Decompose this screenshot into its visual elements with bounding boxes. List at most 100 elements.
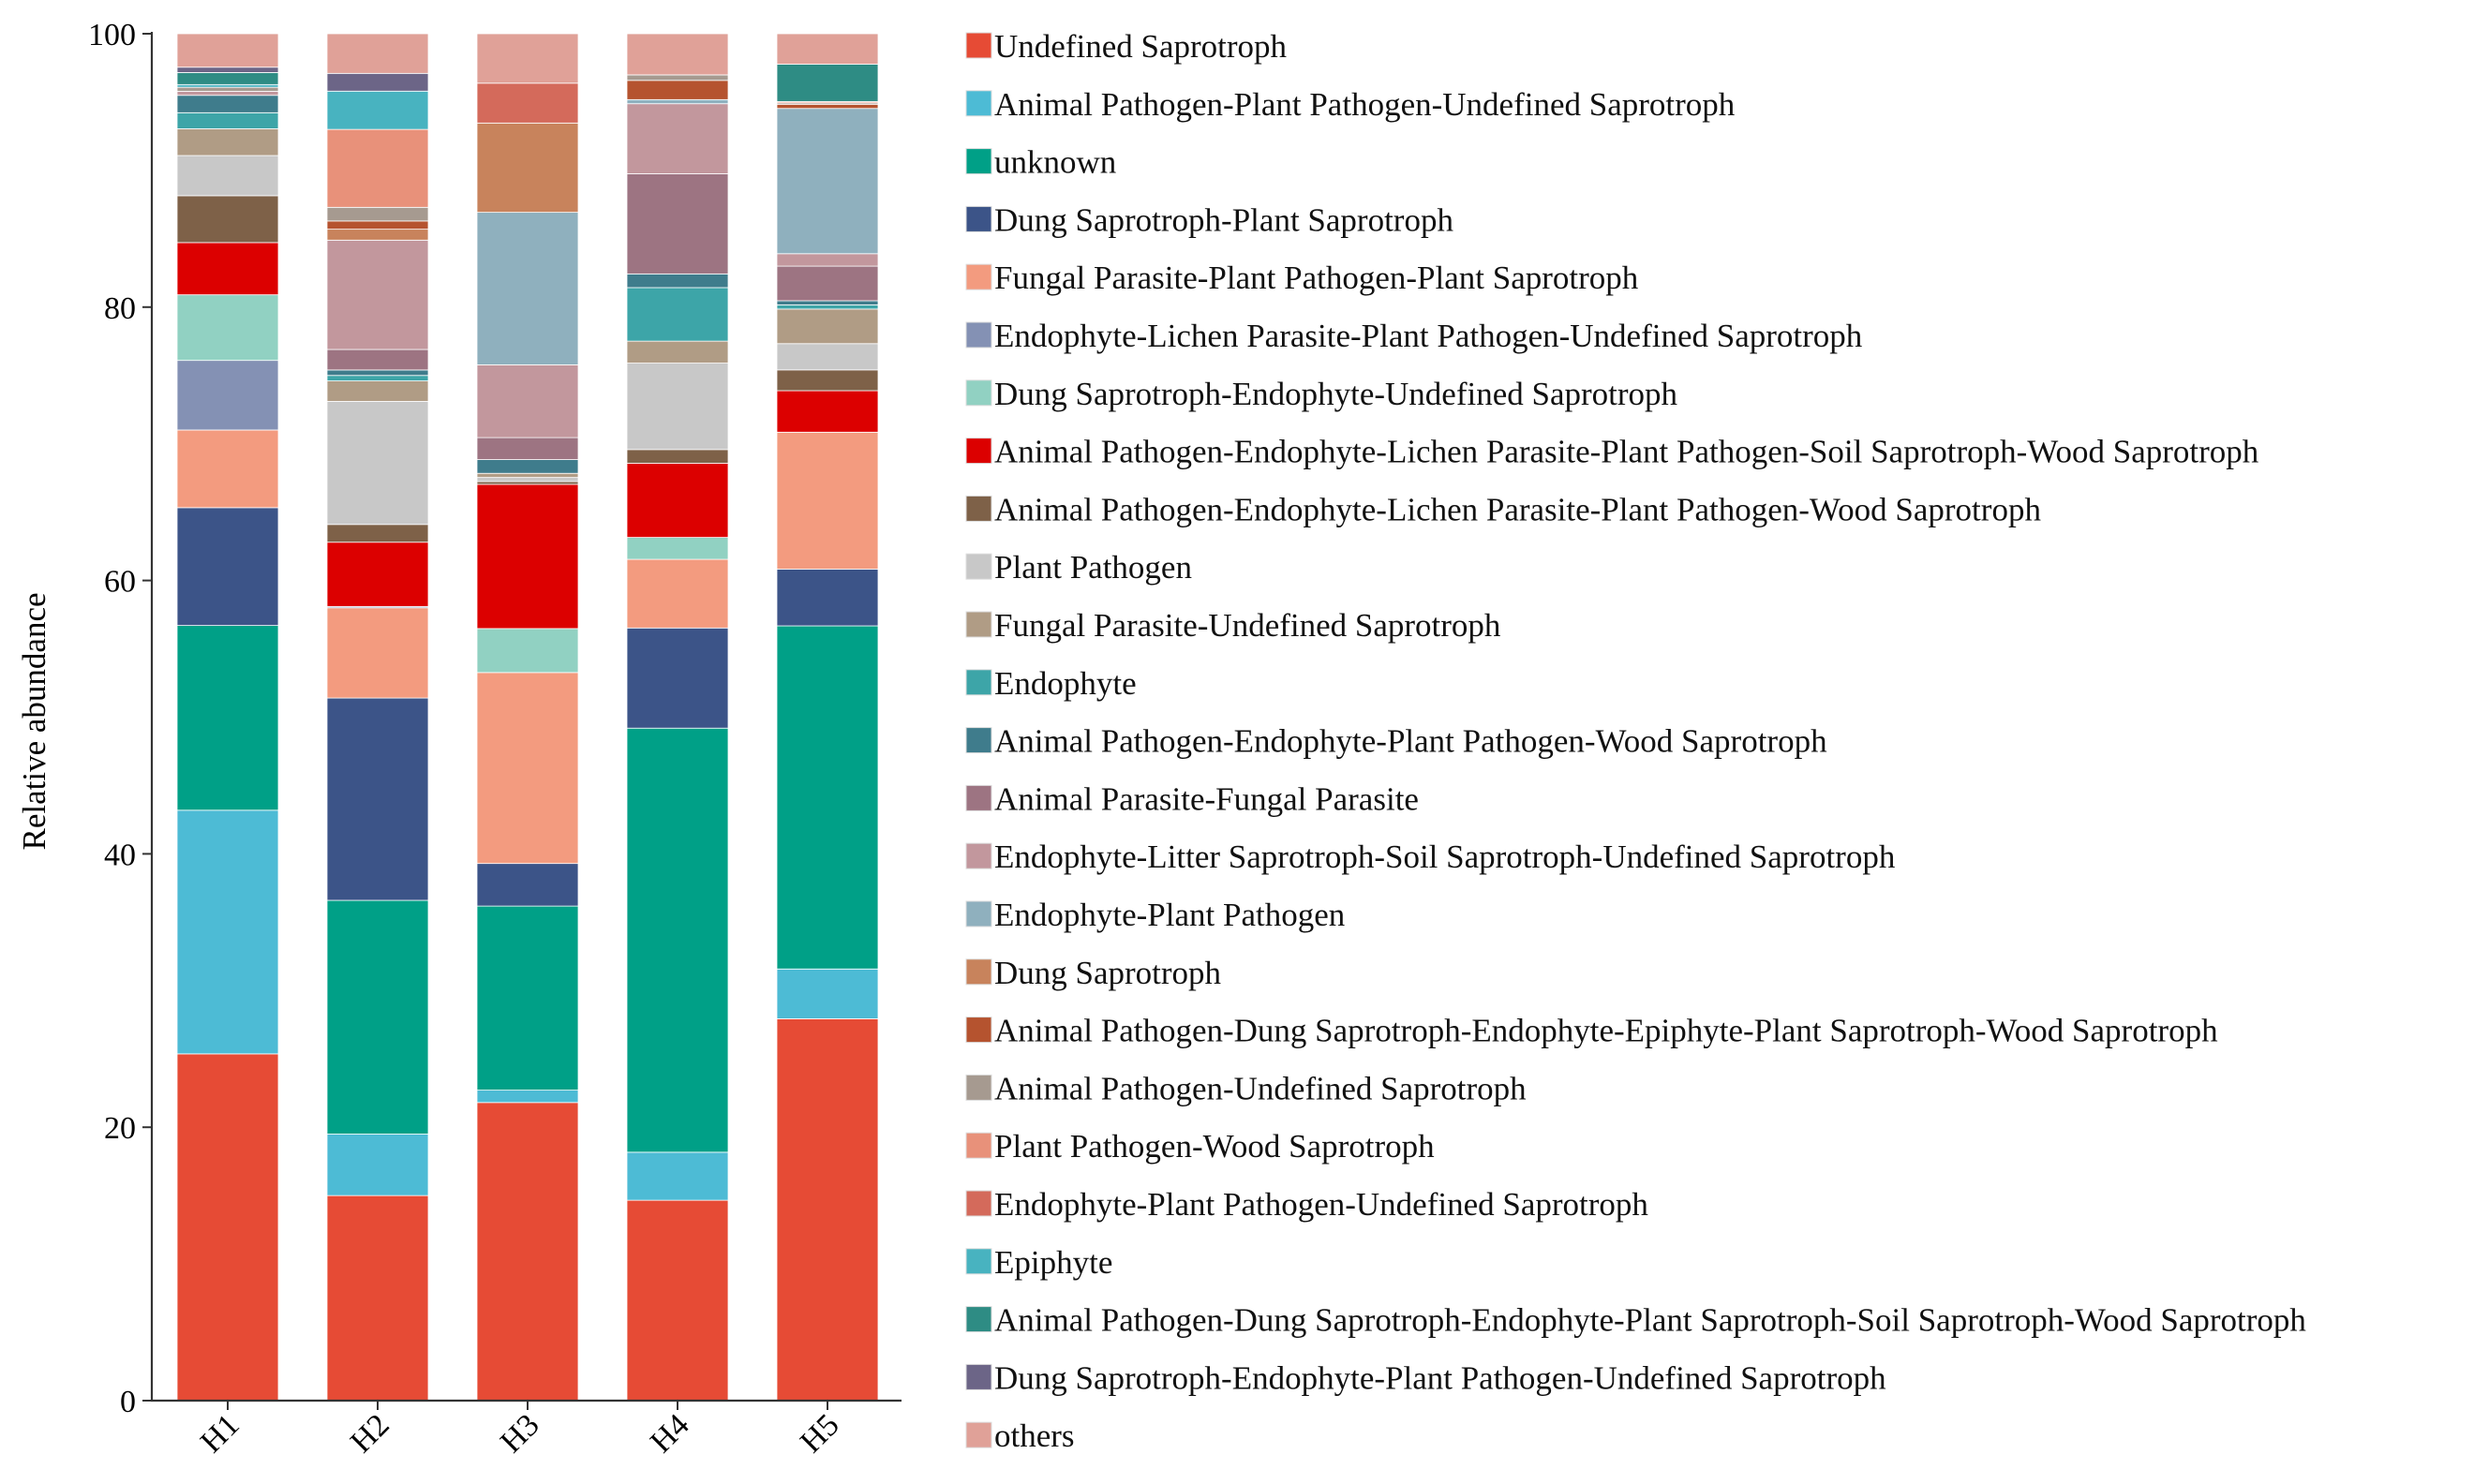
legend-swatch — [965, 900, 992, 928]
bar-segment-h3-15 — [476, 212, 579, 365]
legend-item: Fungal Parasite-Undefined Saprotroph — [965, 607, 1501, 644]
bar-segment-h3-9 — [476, 477, 579, 482]
bar-segment-h4-2 — [626, 727, 729, 1153]
legend-label: Fungal Parasite-Undefined Saprotroph — [994, 607, 1501, 644]
legend-item: Plant Pathogen — [965, 549, 1192, 586]
bar-segment-h4-1 — [626, 1151, 729, 1201]
bar-segment-h5-8 — [776, 369, 879, 392]
bar-segment-h1-2 — [176, 625, 279, 811]
bar-segment-h5-13 — [776, 265, 879, 302]
legend-item: Dung Saprotroph — [965, 955, 1222, 991]
x-ticks-layer: H1 H2 H3 H4 H5 — [194, 1401, 846, 1460]
bar-segment-h3-7 — [476, 483, 579, 630]
legend-item: Animal Pathogen-Endophyte-Plant Pathogen… — [965, 723, 1827, 760]
y-tick-label: 60 — [104, 565, 136, 600]
legend-swatch — [965, 958, 992, 986]
legend-label: Undefined Saprotroph — [994, 28, 1288, 65]
legend-swatch — [965, 148, 992, 175]
legend-item: others — [965, 1417, 1075, 1454]
legend-swatch — [965, 553, 992, 580]
bar-segment-h2-12 — [326, 369, 429, 377]
legend-swatch — [965, 32, 992, 59]
bar-segment-h1-5 — [176, 360, 279, 431]
legend-swatch — [965, 611, 992, 638]
x-tick-label-h3: H3 — [494, 1407, 546, 1460]
bar-segment-h1-3 — [176, 507, 279, 627]
bar-segment-h2-4 — [326, 607, 429, 699]
bar-segment-h3-13 — [476, 437, 579, 460]
legend-label: Endophyte-Plant Pathogen — [994, 897, 1345, 933]
legend-label: unknown — [994, 144, 1116, 181]
legend-label: Animal Pathogen-Undefined Saprotroph — [994, 1070, 1527, 1106]
bar-segment-h1-0 — [176, 1053, 279, 1402]
bar-segment-h1-9 — [176, 155, 279, 197]
bar-segment-h3-24 — [476, 33, 579, 84]
bar-segment-h1-11 — [176, 111, 279, 129]
bar-segment-h1-24 — [176, 33, 279, 68]
legend-label: Endophyte-Litter Saprotroph-Soil Saprotr… — [994, 838, 1896, 875]
bar-segment-h4-10 — [626, 340, 729, 364]
bar-segment-h2-19 — [326, 128, 429, 208]
x-tick-label-h1: H1 — [194, 1407, 246, 1460]
legend-swatch — [965, 1132, 992, 1159]
legend-item: Dung Saprotroph-Plant Saprotroph — [965, 201, 1453, 238]
bar-segment-h2-8 — [326, 524, 429, 543]
bar-segment-h2-7 — [326, 542, 429, 607]
legend: Undefined Saprotroph Animal Pathogen-Plan… — [965, 28, 2306, 1454]
bar-segment-h1-23 — [176, 67, 279, 73]
bar-segment-h3-16 — [476, 122, 579, 214]
bar-segment-h4-24 — [626, 33, 729, 76]
legend-label: Animal Pathogen-Endophyte-Lichen Parasit… — [994, 434, 2259, 470]
y-tick-label: 0 — [120, 1385, 136, 1419]
bar-segment-h2-24 — [326, 33, 429, 74]
legend-label: Animal Parasite-Fungal Parasite — [994, 780, 1419, 817]
bar-segment-h4-13 — [626, 173, 729, 275]
bar-segment-h1-8 — [176, 195, 279, 244]
x-tick-label-h5: H5 — [794, 1407, 846, 1460]
bar-segment-h2-14 — [326, 239, 429, 350]
bar-segment-h3-0 — [476, 1102, 579, 1402]
bar-segment-h4-4 — [626, 558, 729, 629]
legend-item: Animal Parasite-Fungal Parasite — [965, 780, 1419, 817]
bar-segment-h5-4 — [776, 431, 879, 570]
axes-layer — [150, 32, 902, 1402]
bar-segment-h3-10 — [476, 472, 579, 479]
legend-item: Plant Pathogen-Wood Saprotroph — [965, 1128, 1435, 1165]
bar-segment-h2-23 — [326, 72, 429, 92]
bar-segment-h5-0 — [776, 1018, 879, 1402]
bar-segment-h5-11 — [776, 304, 879, 310]
legend-label: Fungal Parasite-Plant Pathogen-Plant Sap… — [994, 260, 1639, 296]
bar-segment-h3-14 — [476, 364, 579, 438]
legend-item: unknown — [965, 144, 1116, 181]
legend-label: Plant Pathogen — [994, 549, 1192, 586]
bar-segment-h2-9 — [326, 401, 429, 526]
legend-label: Animal Pathogen-Endophyte-Plant Pathogen… — [994, 723, 1827, 760]
bar-segment-h4-0 — [626, 1199, 729, 1402]
legend-item: Animal Pathogen-Undefined Saprotroph — [965, 1070, 1527, 1106]
bar-segment-h4-17 — [626, 80, 729, 100]
bar-segment-h1-6 — [176, 294, 279, 362]
legend-item: Endophyte — [965, 665, 1137, 702]
bar-segment-h4-8 — [626, 449, 729, 464]
bar-segment-h3-6 — [476, 628, 579, 674]
legend-swatch — [965, 263, 992, 290]
bar-segment-h3-12 — [476, 459, 579, 474]
legend-label: Endophyte — [994, 665, 1137, 702]
bar-segment-h5-3 — [776, 569, 879, 627]
bar-segment-h5-24 — [776, 33, 879, 65]
legend-label: Dung Saprotroph-Plant Saprotroph — [994, 201, 1453, 238]
legend-label: Animal Pathogen-Plant Pathogen-Undefined… — [994, 86, 1736, 123]
bar-segment-h4-9 — [626, 363, 729, 451]
bar-segment-h5-1 — [776, 968, 879, 1019]
legend-label: Dung Saprotroph-Endophyte-Undefined Sapr… — [994, 376, 1678, 412]
legend-item: Endophyte-Plant Pathogen-Undefined Sapro… — [965, 1186, 1648, 1223]
bar-segment-h3-20 — [476, 82, 579, 124]
bar-segment-h5-17 — [776, 103, 879, 110]
bar-segment-h1-14 — [176, 91, 279, 96]
bar-segment-h5-14 — [776, 253, 879, 267]
y-tick-label: 100 — [88, 18, 136, 52]
bar-segment-h3-2 — [476, 905, 579, 1091]
legend-item: Endophyte-Lichen Parasite-Plant Pathogen… — [965, 318, 1863, 354]
legend-item: Dung Saprotroph-Endophyte-Undefined Sapr… — [965, 376, 1678, 412]
